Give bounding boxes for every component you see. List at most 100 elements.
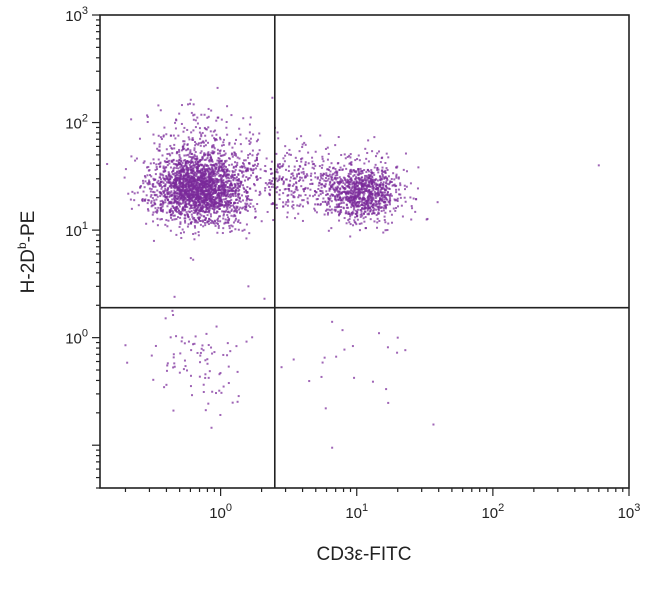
data-point — [365, 174, 368, 177]
data-point — [209, 153, 212, 156]
data-point — [170, 190, 173, 193]
data-point — [338, 169, 341, 172]
data-point — [162, 135, 165, 138]
data-point — [384, 221, 387, 224]
data-point — [307, 202, 310, 205]
data-point — [360, 203, 363, 206]
data-point — [385, 152, 388, 155]
data-point — [248, 187, 251, 190]
data-point — [426, 217, 429, 220]
data-point — [295, 182, 298, 185]
data-point — [185, 168, 188, 171]
data-point — [188, 189, 191, 192]
data-point — [348, 201, 351, 204]
data-point — [258, 190, 261, 193]
data-point — [339, 202, 342, 205]
data-point — [227, 382, 230, 385]
data-point — [345, 167, 348, 170]
data-point — [226, 169, 229, 172]
data-point — [214, 139, 217, 142]
data-point — [260, 220, 263, 223]
data-point — [199, 202, 202, 205]
data-point — [193, 204, 196, 207]
data-point — [146, 174, 149, 177]
data-point — [348, 212, 351, 215]
data-point — [374, 195, 377, 198]
data-point — [377, 192, 380, 195]
data-point — [202, 220, 205, 223]
data-point — [379, 188, 382, 191]
data-point — [213, 179, 216, 182]
data-point — [225, 165, 228, 168]
data-point — [329, 195, 332, 198]
data-point — [216, 231, 219, 234]
data-point — [162, 176, 165, 179]
data-point — [147, 199, 150, 202]
data-point — [201, 197, 204, 200]
data-point — [272, 177, 275, 180]
data-point — [193, 225, 196, 228]
data-point — [373, 166, 376, 169]
data-point — [194, 335, 197, 338]
data-point — [291, 184, 294, 187]
data-point — [207, 164, 210, 167]
data-point — [220, 166, 223, 169]
data-point — [184, 204, 187, 207]
data-point — [392, 184, 395, 187]
data-point — [207, 190, 210, 193]
data-point — [282, 163, 285, 166]
data-point — [265, 157, 268, 160]
data-point — [176, 210, 179, 213]
data-point — [338, 183, 341, 186]
data-point — [176, 188, 179, 191]
data-point — [161, 180, 164, 183]
data-point — [235, 176, 238, 179]
data-point — [205, 196, 208, 199]
data-point — [213, 165, 216, 168]
data-point — [204, 190, 207, 193]
data-point — [189, 162, 192, 165]
data-point — [246, 209, 249, 212]
data-point — [192, 258, 195, 261]
data-point — [202, 181, 205, 184]
data-point — [207, 402, 210, 405]
data-point — [212, 130, 215, 133]
data-point — [190, 198, 193, 201]
data-point — [405, 170, 408, 173]
data-point — [355, 179, 358, 182]
data-point — [378, 212, 381, 215]
data-point — [344, 187, 347, 190]
data-point — [252, 168, 255, 171]
data-point — [292, 177, 295, 180]
data-point — [207, 170, 210, 173]
data-point — [353, 190, 356, 193]
data-point — [276, 168, 279, 171]
data-point — [320, 176, 323, 179]
data-point — [184, 189, 187, 192]
data-point — [202, 164, 205, 167]
data-point — [359, 213, 362, 216]
data-point — [133, 192, 136, 195]
data-point — [194, 144, 197, 147]
data-point — [143, 175, 146, 178]
data-point — [205, 332, 208, 335]
data-point — [209, 203, 212, 206]
data-point — [236, 187, 239, 190]
data-point — [319, 179, 322, 182]
data-point — [280, 178, 283, 181]
data-point — [258, 194, 261, 197]
data-point — [197, 188, 200, 191]
data-point — [181, 185, 184, 188]
data-point — [297, 169, 300, 172]
data-point — [369, 196, 372, 199]
data-point — [275, 152, 278, 155]
data-point — [187, 186, 190, 189]
data-point — [276, 163, 279, 166]
data-point — [224, 161, 227, 164]
data-point — [352, 205, 355, 208]
data-point — [189, 192, 192, 195]
data-point — [224, 194, 227, 197]
data-point — [251, 154, 254, 157]
data-point — [311, 182, 314, 185]
data-point — [391, 184, 394, 187]
